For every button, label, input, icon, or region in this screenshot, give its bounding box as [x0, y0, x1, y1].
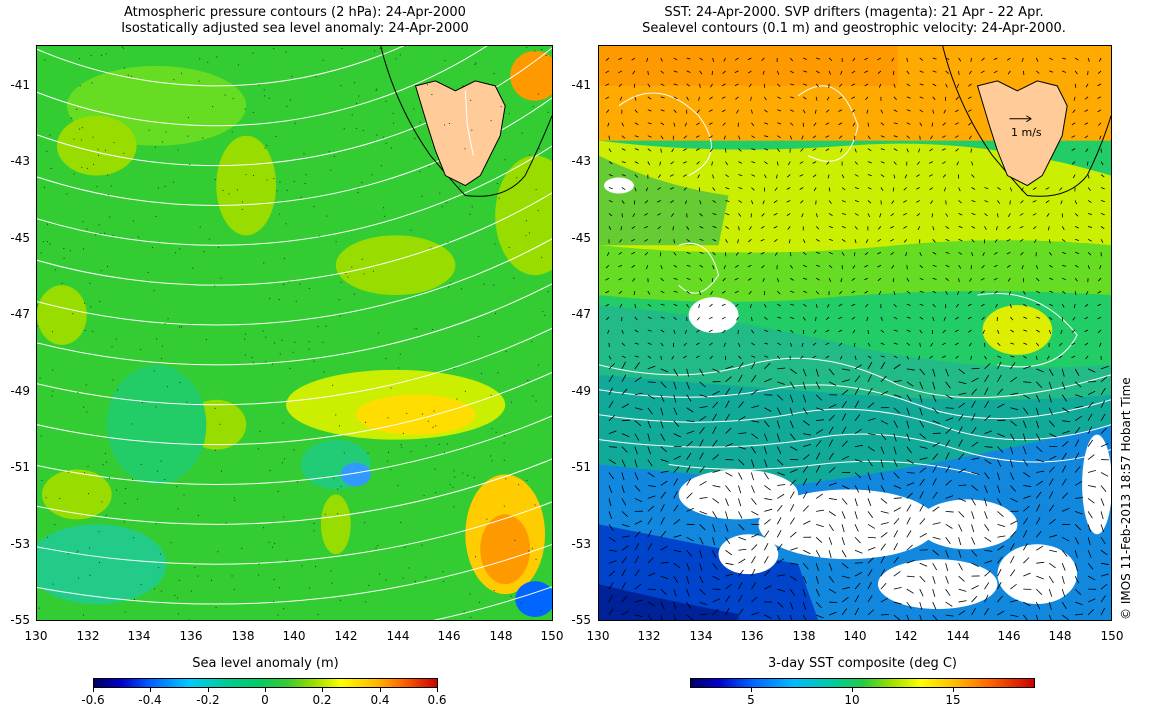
lat-tick: -43	[10, 154, 30, 168]
right-title-line1: SST: 24-Apr-2000. SVP drifters (magenta)…	[664, 5, 1044, 20]
lat-tick: -53	[571, 537, 591, 551]
geostrophic-velocity-vectors	[605, 57, 1110, 620]
lon-tick: 146	[997, 629, 1021, 643]
right-title-line2: Sealevel contours (0.1 m) and geostrophi…	[642, 21, 1066, 36]
lat-tick: -51	[571, 460, 591, 474]
lat-tick: -47	[10, 307, 30, 321]
colorbar-tick: 0.4	[370, 693, 390, 707]
colorbar-tick: 15	[945, 693, 961, 707]
colorbar-tick: 5	[747, 693, 755, 707]
sst-map: 1 m/s	[598, 45, 1112, 621]
colorbar-tick: 0	[261, 693, 269, 707]
cloud-mask	[603, 177, 1111, 610]
stipple-dots	[37, 46, 549, 620]
lat-tick: -49	[571, 384, 591, 398]
colorbar-tick: 0.2	[312, 693, 332, 707]
right-map-title: SST: 24-Apr-2000. SVP drifters (magenta)…	[598, 5, 1110, 37]
tasmania-land-sst	[976, 80, 1068, 187]
left-colorbar-label: Sea level anomaly (m)	[192, 656, 339, 671]
lat-tick: -55	[571, 613, 591, 627]
lon-tick: 132	[637, 629, 661, 643]
colorbar-tick: -0.4	[138, 693, 162, 707]
right-colorbar-label: 3-day SST composite (deg C)	[767, 656, 958, 671]
left-title-line1: Atmospheric pressure contours (2 hPa): 2…	[124, 5, 466, 20]
lon-tick: 144	[946, 629, 970, 643]
colorbar-tick: 10	[844, 693, 860, 707]
lon-tick: 138	[231, 629, 255, 643]
left-map-title: Atmospheric pressure contours (2 hPa): 2…	[60, 5, 530, 37]
lon-tick: 140	[843, 629, 867, 643]
lon-tick: 142	[894, 629, 918, 643]
lon-tick: 136	[179, 629, 203, 643]
lon-tick: 142	[334, 629, 358, 643]
credit-text: © IMOS 11-Feb-2013 18:57 Hobart Time	[1119, 377, 1133, 620]
lon-tick: 150	[540, 629, 564, 643]
sst-field	[599, 46, 1111, 620]
velocity-scale-label: 1 m/s	[1011, 126, 1042, 139]
lat-tick: -55	[10, 613, 30, 627]
colorbar-tick: 0.6	[427, 693, 447, 707]
left-title-line2: Isostatically adjusted sea level anomaly…	[121, 21, 469, 36]
colorbar-tick: -0.2	[196, 693, 220, 707]
lat-tick: -45	[571, 231, 591, 245]
bathymetry-contour	[380, 46, 552, 197]
velocity-scale	[1009, 115, 1032, 123]
sea-level-anomaly-field	[37, 46, 552, 620]
lon-tick: 130	[586, 629, 610, 643]
tasmania-land	[414, 80, 506, 187]
lon-tick: 138	[792, 629, 816, 643]
lat-tick: -47	[571, 307, 591, 321]
lon-tick: 140	[282, 629, 306, 643]
lat-tick: -53	[10, 537, 30, 551]
lat-tick: -51	[10, 460, 30, 474]
lon-tick: 134	[689, 629, 713, 643]
sst-colorbar	[690, 678, 1035, 688]
lon-tick: 148	[489, 629, 513, 643]
lon-tick: 130	[24, 629, 48, 643]
anomaly-patches	[37, 50, 552, 618]
lon-tick: 148	[1048, 629, 1072, 643]
lon-tick: 150	[1100, 629, 1124, 643]
lat-tick: -49	[10, 384, 30, 398]
lon-tick: 132	[76, 629, 100, 643]
lat-tick: -41	[571, 78, 591, 92]
lon-tick: 136	[740, 629, 764, 643]
lat-tick: -45	[10, 231, 30, 245]
lon-tick: 144	[386, 629, 410, 643]
sea-level-colorbar	[93, 678, 438, 688]
lat-tick: -43	[571, 154, 591, 168]
sea-level-anomaly-map	[36, 45, 553, 621]
lat-tick: -41	[10, 78, 30, 92]
lon-tick: 134	[127, 629, 151, 643]
lon-tick: 146	[437, 629, 461, 643]
colorbar-tick: -0.6	[81, 693, 105, 707]
pressure-contours	[37, 46, 552, 620]
